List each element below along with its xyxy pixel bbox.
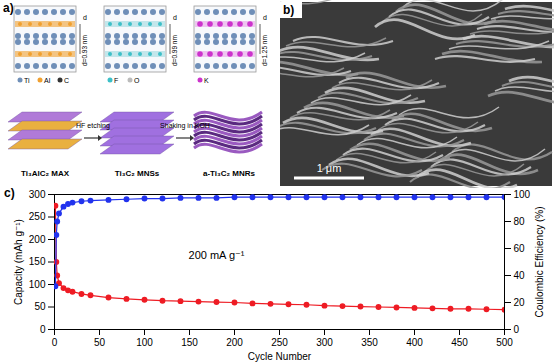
svg-text:Coulombic Efficiency (%): Coulombic Efficiency (%) <box>534 207 545 318</box>
svg-text:350: 350 <box>361 337 378 348</box>
svg-text:100: 100 <box>29 279 46 290</box>
html-text:c): c) <box>4 186 15 200</box>
svg-text:500: 500 <box>496 337 513 348</box>
svg-text:250: 250 <box>271 337 288 348</box>
svg-text:200: 200 <box>226 337 243 348</box>
svg-text:1 μm: 1 μm <box>317 162 342 174</box>
svg-text:Shaking in KOH: Shaking in KOH <box>160 122 210 130</box>
svg-text:d=0.99 nm: d=0.99 nm <box>171 35 178 66</box>
svg-text:Ti₃C₂ MNSs: Ti₃C₂ MNSs <box>115 169 160 178</box>
svg-text:Ti: Ti <box>24 77 30 84</box>
svg-text:d=1.25 nm: d=1.25 nm <box>261 35 268 66</box>
svg-text:100: 100 <box>514 189 531 200</box>
svg-text:300: 300 <box>316 337 333 348</box>
svg-text:150: 150 <box>181 337 198 348</box>
svg-text:80: 80 <box>514 216 526 227</box>
svg-text:d: d <box>263 14 267 21</box>
svg-text:a-Ti₃C₂ MNRs: a-Ti₃C₂ MNRs <box>203 169 256 178</box>
svg-text:Cycle Number: Cycle Number <box>248 351 312 362</box>
svg-text:50: 50 <box>34 301 46 312</box>
svg-text:Capacity (mAh g⁻¹): Capacity (mAh g⁻¹) <box>13 219 24 305</box>
svg-text:450: 450 <box>451 337 468 348</box>
svg-text:60: 60 <box>514 243 526 254</box>
svg-text:200: 200 <box>29 234 46 245</box>
svg-text:400: 400 <box>406 337 423 348</box>
svg-text:Al: Al <box>44 77 51 84</box>
svg-text:150: 150 <box>29 256 46 267</box>
svg-text:250: 250 <box>29 211 46 222</box>
svg-text:O: O <box>134 77 140 84</box>
svg-text:K: K <box>204 77 209 84</box>
svg-text:0: 0 <box>40 324 46 335</box>
svg-text:0: 0 <box>514 324 520 335</box>
svg-text:a): a) <box>3 1 14 15</box>
svg-text:300: 300 <box>29 189 46 200</box>
svg-text:40: 40 <box>514 270 526 281</box>
svg-text:200 mA g⁻¹: 200 mA g⁻¹ <box>189 249 245 261</box>
svg-text:0: 0 <box>52 337 58 348</box>
svg-text:F: F <box>114 77 118 84</box>
svg-text:d: d <box>173 14 177 21</box>
svg-text:50: 50 <box>94 337 106 348</box>
svg-text:d=0.93 nm: d=0.93 nm <box>81 35 88 66</box>
svg-text:b): b) <box>283 3 294 17</box>
svg-text:HF etching: HF etching <box>76 122 110 130</box>
svg-text:C: C <box>64 77 69 84</box>
svg-text:Ti₃AlC₂ MAX: Ti₃AlC₂ MAX <box>21 169 70 178</box>
svg-text:20: 20 <box>514 297 526 308</box>
svg-text:100: 100 <box>136 337 153 348</box>
svg-text:d: d <box>83 14 87 21</box>
